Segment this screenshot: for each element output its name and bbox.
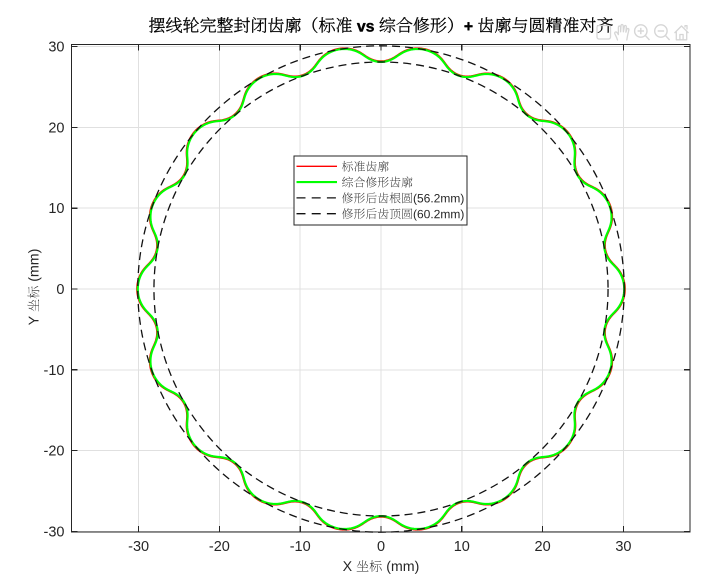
svg-text:30: 30: [48, 40, 64, 56]
svg-text:20: 20: [48, 120, 64, 136]
svg-text:-20: -20: [44, 444, 65, 460]
svg-text:-20: -20: [209, 539, 230, 555]
svg-text:20: 20: [535, 539, 551, 555]
svg-text:-10: -10: [290, 539, 311, 555]
svg-text:-10: -10: [44, 363, 65, 379]
svg-text:0: 0: [377, 539, 385, 555]
svg-text:-30: -30: [128, 539, 149, 555]
svg-text:-30: -30: [44, 524, 65, 540]
svg-text:0: 0: [56, 282, 64, 298]
svg-text:30: 30: [615, 539, 631, 555]
svg-text:10: 10: [454, 539, 470, 555]
svg-text:10: 10: [48, 201, 64, 217]
